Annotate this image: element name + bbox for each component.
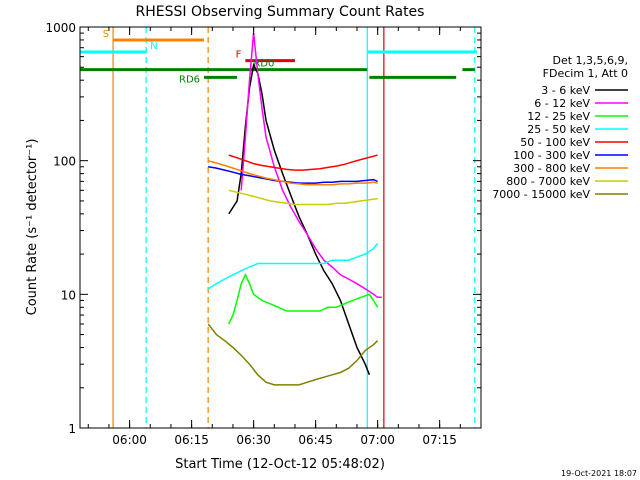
state-bar-label: N	[150, 41, 157, 52]
legend-header-line-2: FDecim 1, Att 0	[543, 67, 628, 80]
x-tick-label: 06:00	[112, 433, 147, 447]
x-tick-label: 06:15	[174, 433, 209, 447]
series-line-7	[228, 189, 378, 206]
axes-layer: 1 10 100 1000 06:00 06:15 06:30 06:45 07:00 07:15	[45, 21, 482, 447]
legend-label: 300 - 800 keV	[513, 162, 590, 175]
x-tick-label: 07:15	[422, 433, 457, 447]
series-line-1	[240, 33, 382, 299]
legend-label: 3 - 6 keV	[541, 84, 590, 97]
legend-label: 50 - 100 keV	[520, 136, 590, 149]
legend-label: 7000 - 15000 keV	[492, 188, 590, 201]
chart-title: RHESSI Observing Summary Count Rates	[136, 4, 425, 20]
series-line-6	[207, 159, 378, 186]
legend-label: 25 - 50 keV	[527, 123, 590, 136]
series-layer	[207, 33, 382, 386]
x-tick-label: 06:30	[236, 433, 271, 447]
series-line-4	[228, 154, 378, 171]
legend-header-line-1: Det 1,3,5,6,9,	[552, 54, 628, 67]
state-bar-label: RD6	[179, 74, 200, 85]
legend-label: 12 - 25 keV	[527, 110, 590, 123]
legend-label: 6 - 12 keV	[534, 97, 590, 110]
y-tick-label: 100	[53, 155, 76, 169]
legend-label: 100 - 300 keV	[513, 149, 590, 162]
plot-frame	[79, 26, 482, 429]
x-tick-label: 07:00	[360, 433, 395, 447]
state-bar-label: F	[236, 50, 242, 61]
legend: Det 1,3,5,6,9, FDecim 1, Att 0 3 - 6 keV…	[492, 54, 628, 201]
y-tick-label: 1000	[45, 21, 76, 35]
y-tick-label: 1	[68, 422, 76, 436]
legend-label: 800 - 7000 keV	[506, 175, 590, 188]
series-line-8	[207, 323, 379, 386]
y-tick-label: 10	[61, 288, 76, 302]
y-axis-label: Count Rate (s⁻¹ detector⁻¹)	[25, 139, 40, 316]
series-line-2	[228, 273, 379, 325]
series-line-5	[208, 166, 378, 184]
x-axis-label: Start Time (12-Oct-12 05:48:02)	[175, 457, 385, 472]
state-bar-label: S	[103, 29, 109, 40]
series-line-3	[207, 243, 379, 290]
state-bars-layer: S N F RD0 RD6	[80, 27, 477, 428]
x-tick-label: 06:45	[298, 433, 333, 447]
series-line-0	[228, 62, 371, 376]
state-bar-label: RD0	[253, 59, 274, 70]
footer-date: 19-Oct-2021 18:07	[561, 469, 637, 478]
